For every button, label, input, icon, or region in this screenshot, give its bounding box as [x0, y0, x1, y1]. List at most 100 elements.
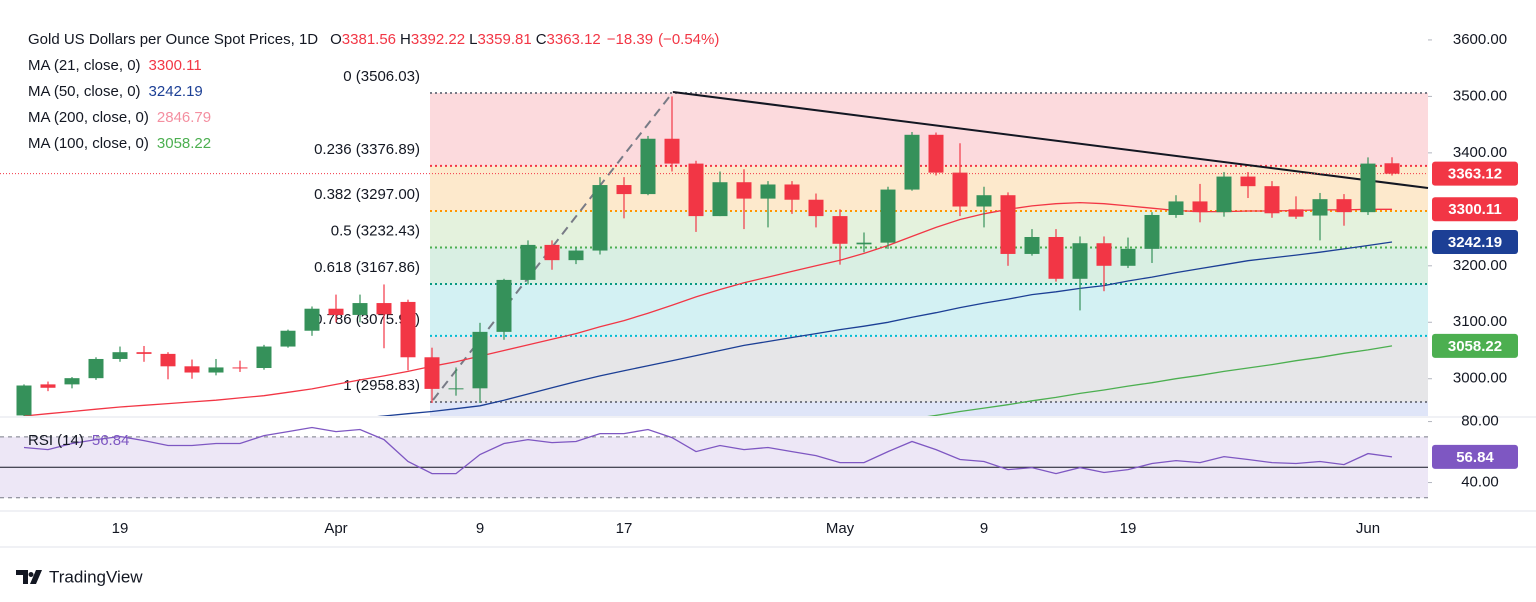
- ohlc-letter: O: [330, 31, 342, 48]
- legend-entry: MA (100, close, 0) 3058.22: [28, 135, 211, 152]
- candle-body: [736, 182, 752, 199]
- candle-body: [880, 189, 896, 243]
- legend-name: MA (21, close, 0): [28, 57, 141, 74]
- candle-body: [688, 163, 704, 217]
- moving-average-line: [927, 345, 1393, 416]
- fib-zone: [430, 401, 1428, 416]
- candle-body: [232, 367, 248, 369]
- candle-body: [832, 216, 848, 244]
- candle-body: [1216, 176, 1232, 213]
- candle-body: [1360, 163, 1376, 213]
- candle-body: [496, 279, 512, 332]
- chart-title: Gold US Dollars per Ounce Spot Prices, 1…: [28, 31, 318, 48]
- candle-body: [112, 352, 128, 359]
- fib-zone: [430, 247, 1428, 284]
- fib-label: 0.618 (3167.86): [314, 259, 420, 276]
- y-tick-label: 80.00: [1461, 413, 1499, 430]
- legend-value: 3242.19: [149, 83, 203, 100]
- ohlc-value: 3381.56: [342, 31, 396, 48]
- candle-body: [952, 172, 968, 207]
- candle-body: [856, 242, 872, 245]
- candle-body: [976, 195, 992, 207]
- legend-name: MA (200, close, 0): [28, 109, 149, 126]
- rsi-value: 56.84: [92, 432, 130, 449]
- candle-body: [328, 308, 344, 315]
- y-tick-label: 3200.00: [1453, 257, 1507, 274]
- fib-zone: [430, 283, 1428, 336]
- x-tick-label: 9: [476, 520, 484, 537]
- candle-body: [1000, 195, 1016, 254]
- candle-body: [712, 182, 728, 217]
- candle-body: [1336, 199, 1352, 213]
- price-tag: [1432, 197, 1518, 222]
- candle-body: [136, 352, 152, 354]
- candle-body: [304, 308, 320, 331]
- candle-body: [592, 185, 608, 251]
- candle-body: [1048, 236, 1064, 279]
- candle-body: [1096, 243, 1112, 266]
- legend-value: 3300.11: [149, 57, 202, 74]
- candle-body: [1168, 201, 1184, 215]
- price-tag: [1432, 229, 1518, 254]
- ohlc-letter: H: [400, 31, 411, 48]
- price-tag-label: 3300.11: [1448, 201, 1501, 218]
- legend-entry: MA (50, close, 0) 3242.19: [28, 83, 203, 100]
- legend-name: MA (50, close, 0): [28, 83, 141, 100]
- y-tick-label: 3600.00: [1453, 31, 1507, 48]
- candle-body: [64, 378, 80, 385]
- candle-body: [760, 184, 776, 199]
- x-tick-label: 9: [980, 520, 988, 537]
- candle-body: [928, 134, 944, 173]
- candle-body: [208, 367, 224, 373]
- candle-body: [1144, 214, 1160, 249]
- candle-body: [88, 358, 104, 379]
- moving-average-line: [377, 241, 1393, 416]
- candle-body: [640, 138, 656, 195]
- y-tick-label: 3100.00: [1453, 313, 1507, 330]
- fib-label: 0.5 (3232.43): [331, 222, 420, 239]
- price-tag: [1432, 161, 1518, 186]
- candle-body: [1072, 243, 1088, 279]
- change-percent: (−0.54%): [658, 31, 719, 48]
- rsi-name: RSI (14): [28, 432, 84, 449]
- legend-entry: MA (200, close, 0) 2846.79: [28, 109, 211, 126]
- candle-body: [472, 331, 488, 389]
- fib-label: 0.786 (3075.93): [314, 311, 420, 328]
- legend-value: 3058.22: [157, 135, 211, 152]
- candle-body: [1240, 176, 1256, 187]
- price-tag: [1432, 444, 1518, 469]
- y-tick-label: 3500.00: [1453, 87, 1507, 104]
- candle-body: [352, 303, 368, 315]
- plot-area: [16, 96, 1400, 416]
- x-tick-label: 19: [112, 520, 129, 537]
- fib-label: 0.382 (3297.00): [314, 186, 420, 203]
- y-tick-label: 40.00: [1461, 474, 1499, 491]
- candle-body: [1120, 248, 1136, 266]
- candle-body: [1192, 201, 1208, 213]
- ohlc-letter: L: [469, 31, 477, 48]
- candle-body: [376, 303, 392, 315]
- chart-header: Gold US Dollars per Ounce Spot Prices, 1…: [28, 31, 719, 48]
- candle-body: [568, 250, 584, 261]
- rsi-line: [23, 426, 1393, 475]
- candle-body: [16, 385, 32, 416]
- candle-body: [784, 184, 800, 200]
- rsi-area: [23, 426, 1393, 475]
- price-tag: [1432, 333, 1518, 358]
- x-tick-label: 17: [616, 520, 633, 537]
- candle-body: [160, 353, 176, 367]
- ohlc-value: 3359.81: [477, 31, 531, 48]
- ohlc-letter: C: [536, 31, 547, 48]
- candle-body: [400, 301, 416, 358]
- y-tick-label: 3400.00: [1453, 144, 1507, 161]
- candle-body: [1288, 209, 1304, 217]
- price-tag-label: 3363.12: [1448, 166, 1502, 183]
- ohlc-value: 3392.22: [411, 31, 465, 48]
- moving-average-line: [23, 201, 1392, 416]
- price-tag-label: 3242.19: [1448, 234, 1502, 251]
- legend-name: MA (100, close, 0): [28, 135, 149, 152]
- x-tick-label: May: [826, 520, 855, 537]
- candle-body: [1312, 199, 1328, 216]
